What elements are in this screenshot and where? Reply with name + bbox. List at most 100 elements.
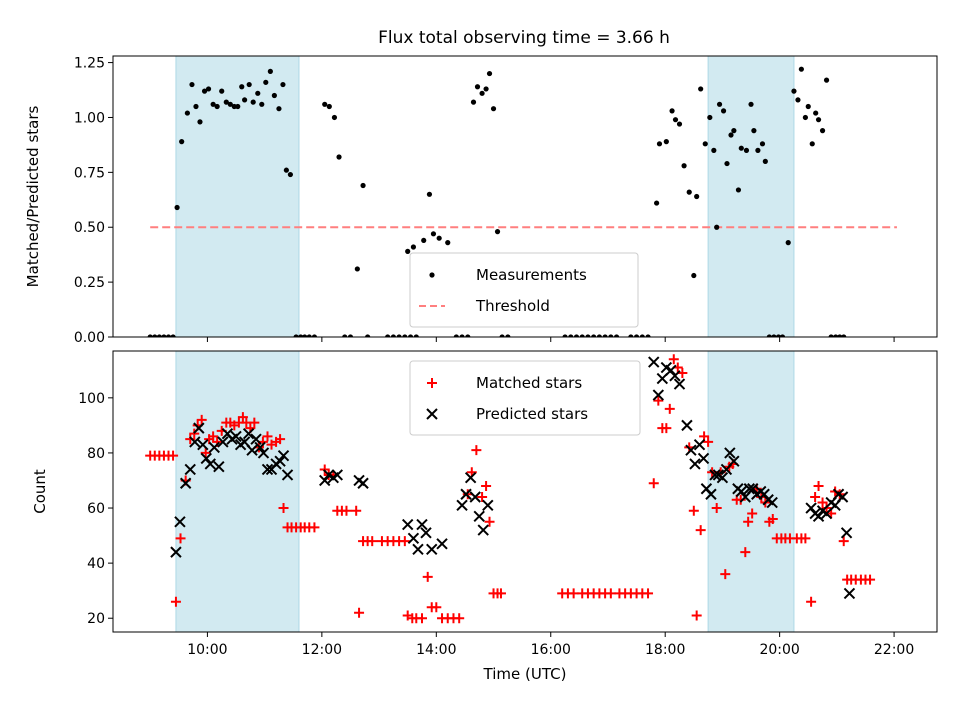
- data-point: [280, 81, 286, 88]
- data-point: [465, 334, 471, 337]
- data-point: [573, 334, 580, 337]
- series-measurements: [147, 66, 847, 337]
- data-point: [255, 90, 261, 96]
- data-point: [459, 334, 465, 337]
- data-point: [246, 81, 252, 88]
- data-point: [396, 334, 402, 337]
- data-point: [482, 499, 494, 511]
- data-point: [416, 518, 428, 531]
- data-point: [407, 334, 414, 337]
- data-point: [747, 508, 758, 519]
- data-point: [412, 543, 424, 556]
- data-point: [263, 79, 269, 85]
- data-point: [812, 510, 825, 523]
- data-point: [341, 505, 352, 516]
- data-point: [688, 505, 699, 516]
- data-point: [743, 483, 756, 495]
- data-point: [738, 145, 744, 151]
- data-point: [193, 422, 205, 434]
- data-point: [740, 547, 751, 558]
- data-point: [471, 445, 482, 456]
- data-point: [490, 106, 497, 112]
- data-point: [766, 334, 772, 337]
- data-point: [709, 469, 721, 481]
- axes-frame: [112, 350, 938, 633]
- data-point: [319, 464, 330, 475]
- data-point: [230, 430, 242, 443]
- data-point: [204, 458, 216, 470]
- data-point: [331, 469, 344, 481]
- data-point: [663, 139, 669, 145]
- data-point: [267, 68, 273, 74]
- data-point: [168, 450, 179, 461]
- data-point: [283, 167, 289, 173]
- y-axis-label: Count: [31, 469, 49, 514]
- data-point: [707, 114, 713, 121]
- data-point: [654, 200, 660, 206]
- data-point: [731, 128, 737, 134]
- data-point: [568, 588, 579, 599]
- data-point: [460, 488, 472, 500]
- data-point: [494, 229, 501, 235]
- x-tick-label: 10:00: [187, 642, 227, 658]
- data-point: [147, 334, 153, 337]
- data-point: [613, 334, 620, 337]
- data-point: [716, 472, 729, 484]
- data-point: [417, 613, 427, 624]
- y-tick-label: 0.75: [74, 165, 105, 181]
- data-point: [695, 525, 706, 536]
- data-point: [665, 364, 677, 376]
- data-point: [477, 524, 489, 536]
- legend-marker: [426, 408, 438, 420]
- y-tick-label: 0.00: [74, 330, 105, 346]
- data-point: [815, 117, 822, 123]
- data-point: [585, 334, 591, 337]
- data-point: [724, 160, 730, 167]
- axes-frame: [112, 55, 938, 338]
- data-point: [179, 139, 185, 145]
- data-point: [208, 431, 219, 442]
- data-point: [464, 472, 477, 484]
- data-point: [410, 244, 417, 250]
- data-point: [426, 191, 433, 197]
- y-tick-label: 0.25: [74, 275, 105, 291]
- data-point: [716, 101, 723, 107]
- data-point: [702, 141, 708, 147]
- data-point: [420, 527, 432, 539]
- data-point: [213, 460, 225, 473]
- data-point: [342, 334, 348, 337]
- data-point: [261, 463, 274, 476]
- data-point: [399, 536, 410, 547]
- data-point: [479, 90, 485, 96]
- data-point: [703, 436, 714, 447]
- data-point: [664, 403, 675, 414]
- data-point: [214, 103, 220, 110]
- data-point: [281, 469, 294, 481]
- data-point: [306, 334, 312, 337]
- data-point: [223, 99, 229, 105]
- data-point: [591, 334, 597, 337]
- data-point: [456, 499, 468, 511]
- data-point: [170, 596, 181, 607]
- data-point: [174, 516, 186, 528]
- data-point: [499, 334, 505, 337]
- data-point: [633, 334, 640, 337]
- data-point: [819, 128, 826, 134]
- data-point: [779, 334, 786, 337]
- data-point: [735, 494, 746, 505]
- data-point: [354, 607, 365, 618]
- data-point: [735, 187, 742, 193]
- data-point: [791, 88, 797, 94]
- data-point: [608, 334, 614, 337]
- shaded-region: [175, 351, 300, 632]
- legend-label: Measurements: [476, 266, 587, 284]
- data-point: [685, 444, 697, 456]
- shaded-region: [707, 56, 795, 337]
- data-point: [495, 588, 506, 599]
- chart-title: Flux total observing time = 3.66 h: [378, 28, 670, 48]
- data-point: [743, 147, 750, 153]
- y-tick-label: 0.50: [74, 220, 105, 236]
- data-point: [276, 106, 282, 112]
- y-tick-label: 40: [87, 556, 105, 572]
